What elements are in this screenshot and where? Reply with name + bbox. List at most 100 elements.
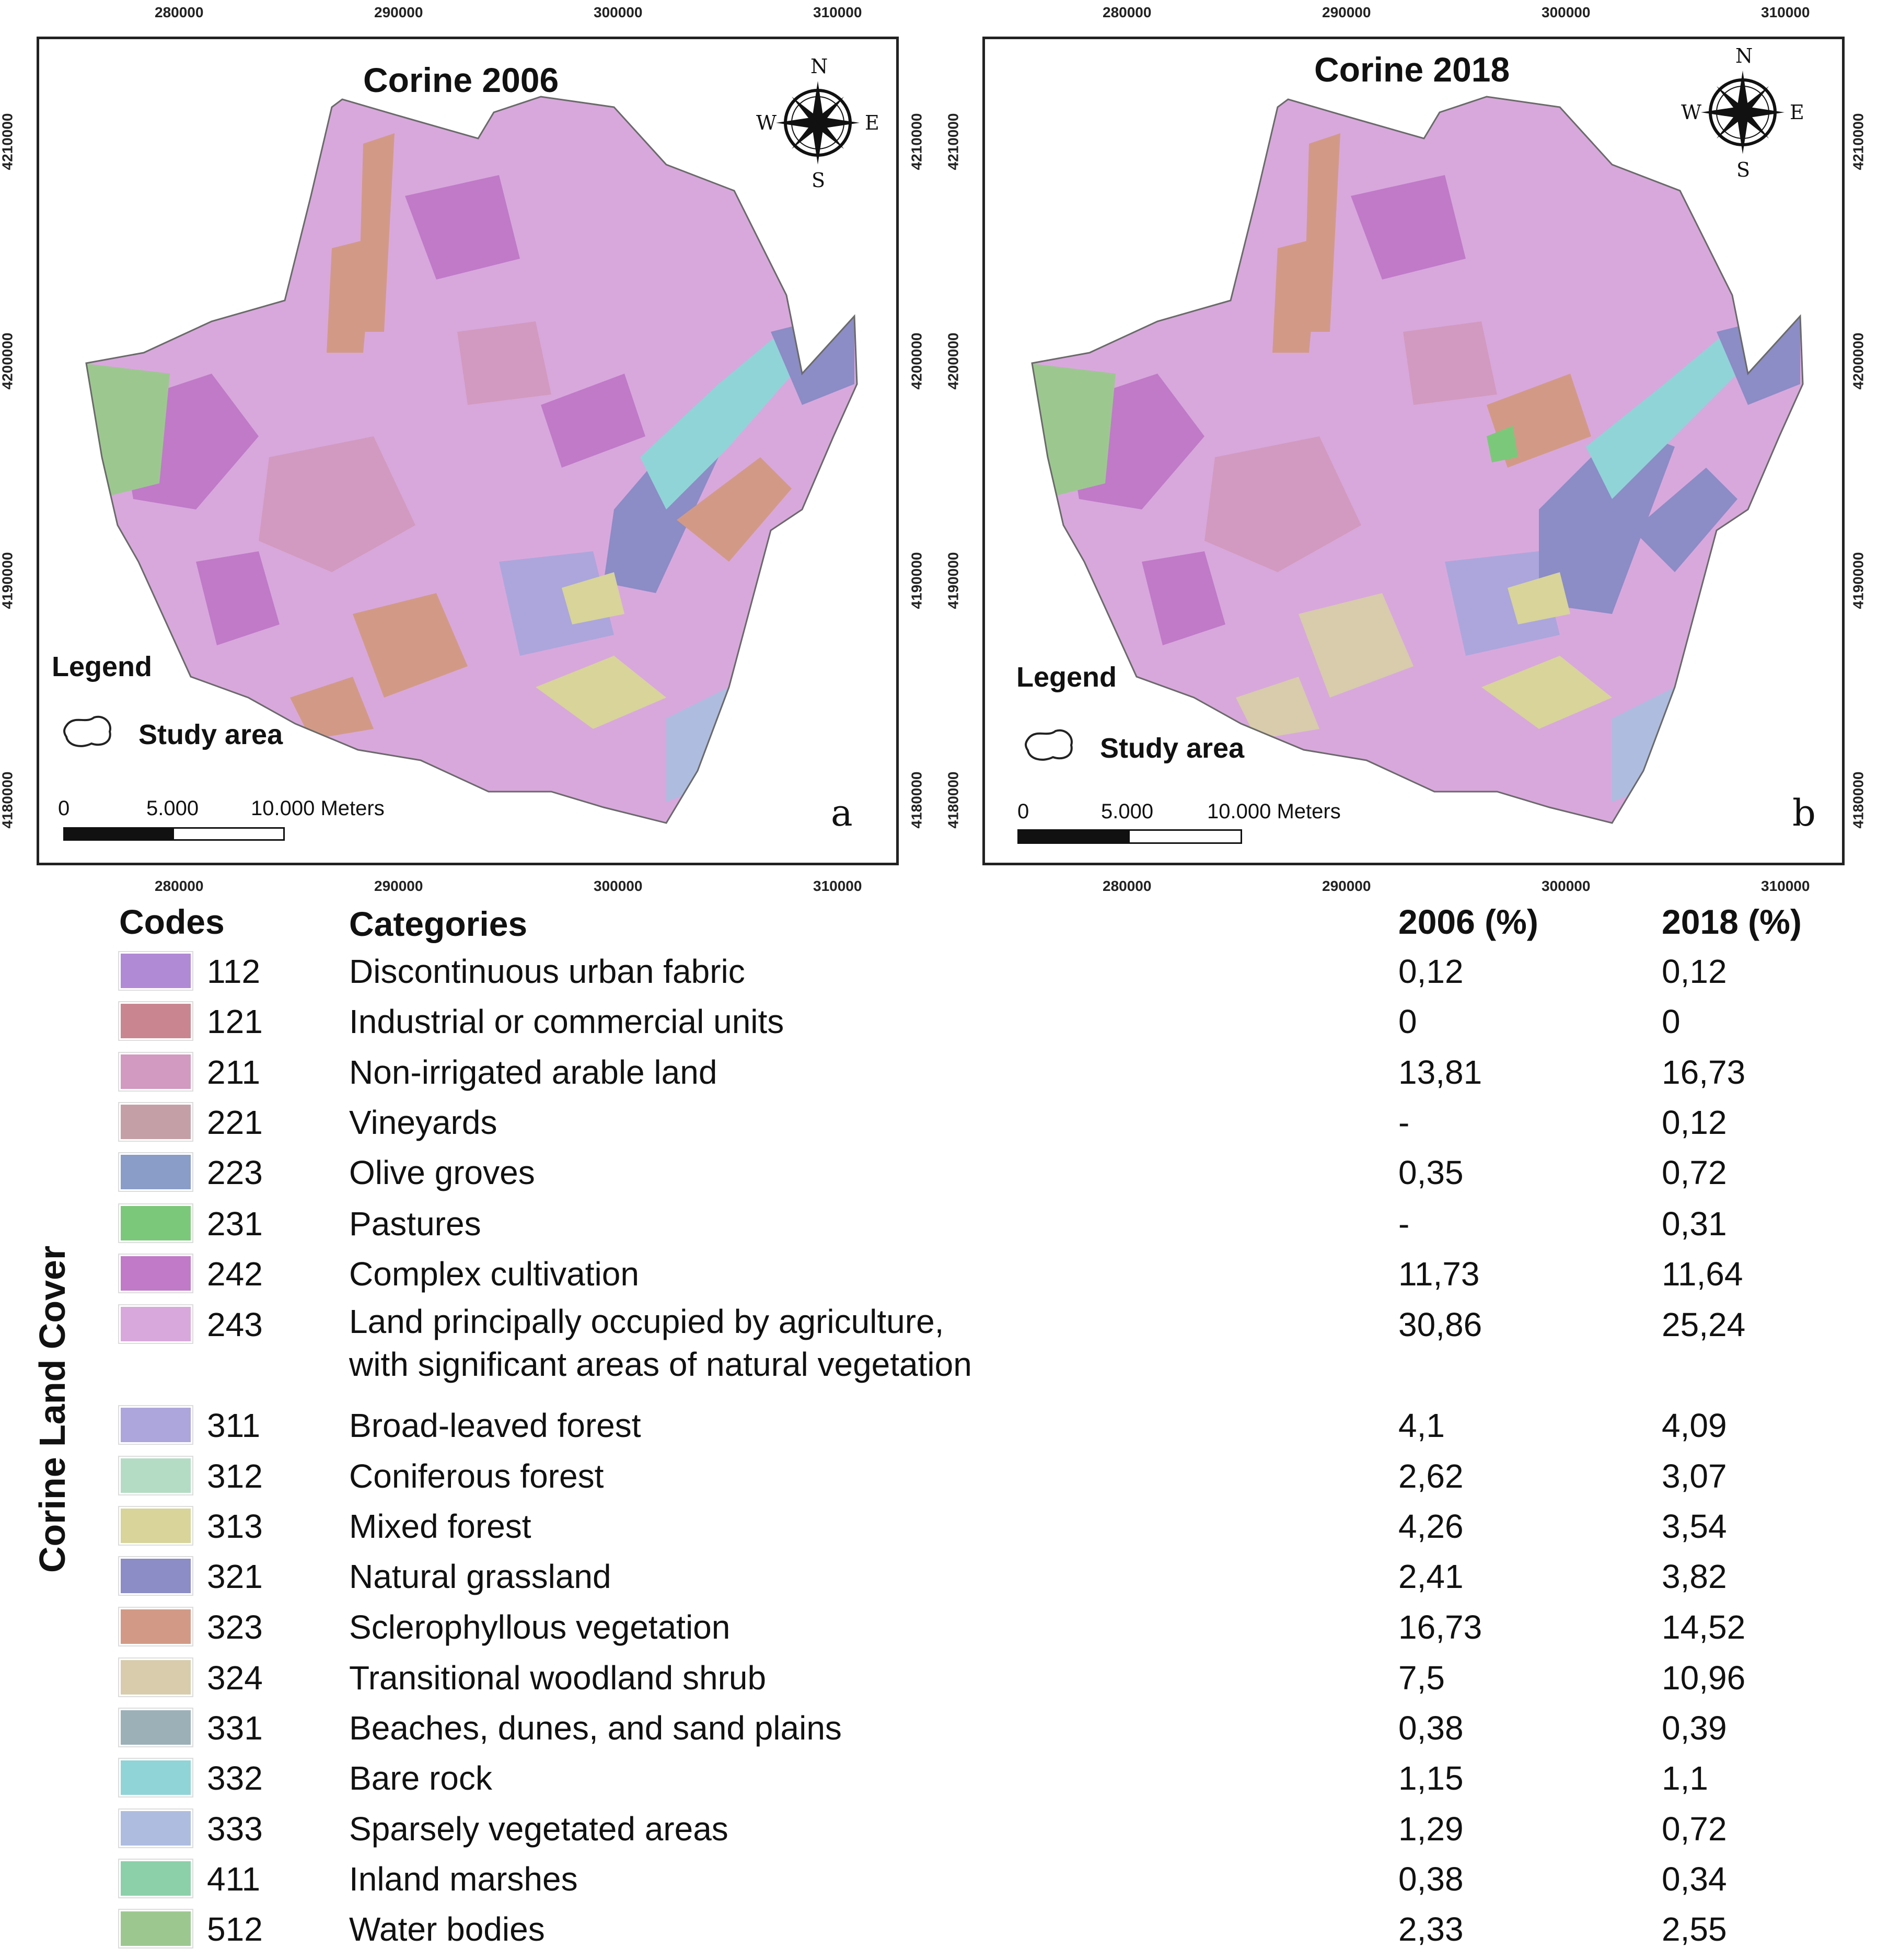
category-cell: Sclerophyllous vegetation xyxy=(349,1608,731,1646)
x-tick-bottom: 280000 xyxy=(155,878,204,894)
code-cell: 333 xyxy=(207,1810,263,1848)
scale-bar xyxy=(63,827,285,841)
x-tick-top: 280000 xyxy=(1103,4,1152,20)
category-cell: Pastures xyxy=(349,1205,481,1243)
compass-e: E xyxy=(1790,101,1804,124)
code-cell: 321 xyxy=(207,1558,263,1595)
category-cell: Olive groves xyxy=(349,1154,535,1191)
x-tick-bottom: 310000 xyxy=(813,878,862,894)
table-row: 312 Coniferous forest 2,62 3,07 xyxy=(0,1456,1877,1507)
y-tick-right: 4210000 xyxy=(1850,113,1867,170)
study-area-label: Study area xyxy=(1100,733,1245,764)
table-row: 223 Olive groves 0,35 0,72 xyxy=(0,1152,1877,1203)
color-swatch xyxy=(118,1203,193,1243)
compass-s: S xyxy=(812,169,826,192)
category-cell: Land principally occupied by agriculture… xyxy=(349,1303,972,1383)
value-2018-cell: 10,96 xyxy=(1662,1659,1746,1697)
table-row: 221 Vineyards - 0,12 xyxy=(0,1102,1877,1153)
compass-s: S xyxy=(1736,158,1751,181)
scale-mid: 5.000 xyxy=(146,797,199,820)
table-row: 411 Inland marshes 0,38 0,34 xyxy=(0,1859,1877,1910)
compass-n: N xyxy=(1735,44,1753,67)
value-2018-cell: 0 xyxy=(1662,1003,1681,1040)
legend-title: Legend xyxy=(1016,662,1117,693)
y-tick-left: 4200000 xyxy=(0,332,16,390)
category-cell: Transitional woodland shrub xyxy=(349,1659,767,1697)
value-2006-cell: 16,73 xyxy=(1398,1608,1482,1646)
value-2018-cell: 16,73 xyxy=(1662,1053,1746,1091)
x-tick-bottom: 290000 xyxy=(1322,878,1371,894)
y-tick-left: 4190000 xyxy=(945,552,961,609)
value-2018-cell: 0,31 xyxy=(1662,1205,1727,1243)
color-swatch xyxy=(118,1254,193,1293)
code-cell: 411 xyxy=(207,1860,261,1898)
x-tick-top: 290000 xyxy=(374,4,423,20)
study-area-icon xyxy=(1022,727,1079,766)
table-row: 324 Transitional woodland shrub 7,5 10,96 xyxy=(0,1657,1877,1709)
value-2018-cell: 1,1 xyxy=(1662,1759,1708,1797)
table-row: 121 Industrial or commercial units 0 0 xyxy=(0,1001,1877,1052)
value-2006-cell: 1,29 xyxy=(1398,1810,1464,1848)
x-tick-top: 290000 xyxy=(1322,4,1371,20)
x-tick-bottom: 300000 xyxy=(594,878,643,894)
category-cell: Inland marshes xyxy=(349,1860,578,1898)
value-2006-cell: - xyxy=(1398,1205,1410,1243)
value-2006-cell: 4,1 xyxy=(1398,1407,1445,1444)
y-tick-right: 4180000 xyxy=(908,771,925,829)
code-cell: 311 xyxy=(207,1407,261,1444)
code-cell: 121 xyxy=(207,1003,263,1040)
land-cover-map-2018 xyxy=(1031,96,1804,824)
legend-title: Legend xyxy=(52,651,153,682)
color-swatch xyxy=(118,1052,193,1092)
map-frame: Corine 2018 N S W E Legend Study ar xyxy=(982,37,1845,865)
value-2006-cell: 2,41 xyxy=(1398,1558,1464,1595)
y-tick-right: 4190000 xyxy=(908,552,925,609)
table-row: 323 Sclerophyllous vegetation 16,73 14,52 xyxy=(0,1607,1877,1658)
code-cell: 313 xyxy=(207,1507,263,1545)
y-tick-left: 4180000 xyxy=(945,771,961,829)
color-swatch xyxy=(118,1556,193,1596)
scale-zero: 0 xyxy=(58,797,70,820)
header-2018: 2018 (%) xyxy=(1662,902,1802,941)
value-2006-cell: 4,26 xyxy=(1398,1507,1464,1545)
color-swatch xyxy=(118,1758,193,1797)
x-tick-top: 310000 xyxy=(1761,4,1810,20)
y-tick-left: 4200000 xyxy=(945,332,961,390)
code-cell: 221 xyxy=(207,1104,263,1141)
category-cell: Industrial or commercial units xyxy=(349,1003,784,1040)
x-tick-bottom: 280000 xyxy=(1103,878,1152,894)
scale-bar xyxy=(1017,829,1242,844)
scale-mid: 5.000 xyxy=(1101,800,1154,823)
code-cell: 332 xyxy=(207,1759,263,1797)
value-2018-cell: 3,82 xyxy=(1662,1558,1727,1595)
value-2006-cell: - xyxy=(1398,1104,1410,1141)
y-tick-right: 4190000 xyxy=(1850,552,1867,609)
x-tick-top: 310000 xyxy=(813,4,862,20)
code-cell: 231 xyxy=(207,1205,263,1243)
value-2018-cell: 0,72 xyxy=(1662,1810,1727,1848)
color-swatch xyxy=(118,1456,193,1495)
value-2006-cell: 0,38 xyxy=(1398,1709,1464,1747)
color-swatch xyxy=(118,1304,193,1344)
value-2018-cell: 25,24 xyxy=(1662,1306,1746,1343)
table-row: 242 Complex cultivation 11,73 11,64 xyxy=(0,1254,1877,1305)
compass-w: W xyxy=(1681,101,1702,124)
value-2006-cell: 0,35 xyxy=(1398,1154,1464,1191)
value-2006-cell: 13,81 xyxy=(1398,1053,1482,1091)
x-tick-bottom: 300000 xyxy=(1542,878,1591,894)
x-tick-top: 280000 xyxy=(155,4,204,20)
table-row: 512 Water bodies 2,33 2,55 xyxy=(0,1909,1877,1960)
category-cell: Bare rock xyxy=(349,1759,492,1797)
code-cell: 211 xyxy=(207,1053,261,1091)
table-row: 112 Discontinuous urban fabric 0,12 0,12 xyxy=(0,951,1877,1002)
compass-w: W xyxy=(756,111,777,134)
value-2018-cell: 14,52 xyxy=(1662,1608,1746,1646)
y-tick-right: 4200000 xyxy=(1850,332,1867,390)
x-tick-bottom: 290000 xyxy=(374,878,423,894)
color-swatch xyxy=(118,1001,193,1041)
category-cell: Coniferous forest xyxy=(349,1457,604,1495)
code-cell: 223 xyxy=(207,1154,263,1191)
value-2006-cell: 0,12 xyxy=(1398,953,1464,990)
value-2018-cell: 3,54 xyxy=(1662,1507,1727,1545)
value-2006-cell: 7,5 xyxy=(1398,1659,1445,1697)
